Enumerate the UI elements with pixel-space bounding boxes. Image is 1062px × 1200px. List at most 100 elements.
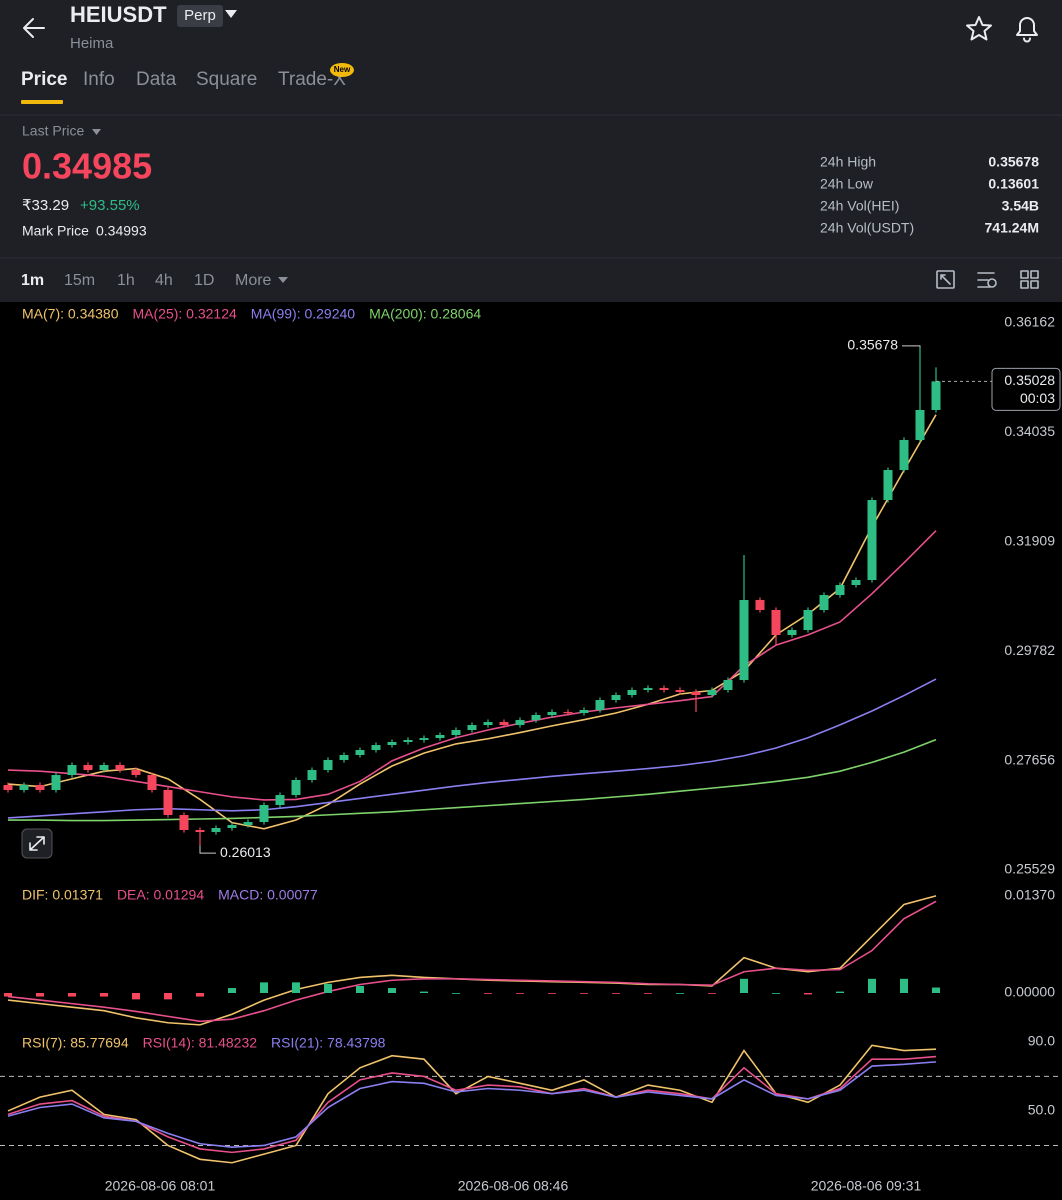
mark-price-label: Mark Price: [22, 223, 89, 239]
tab[interactable]: Data: [136, 69, 177, 90]
candle-body: [867, 500, 877, 581]
alert-button[interactable]: [1016, 17, 1038, 43]
macd-bar: [676, 993, 684, 994]
macd-bar: [164, 993, 172, 1000]
candle-body: [179, 814, 189, 831]
candle-body: [275, 795, 285, 806]
stat-label: 24h Low: [820, 176, 874, 192]
candle-body: [115, 764, 125, 771]
chart-bg: [0, 302, 1062, 1200]
legend-entry: MA(99): 0.29240: [251, 306, 355, 322]
candle-body: [163, 789, 173, 815]
stat-label: 24h Vol(HEI): [820, 198, 899, 214]
interval[interactable]: More: [235, 272, 272, 289]
candle-body: [691, 691, 701, 696]
tab[interactable]: Price: [21, 69, 67, 90]
candle-body: [531, 714, 541, 721]
interval[interactable]: 1D: [194, 272, 214, 289]
candle-body: [787, 630, 797, 635]
favorite-button[interactable]: [966, 16, 992, 41]
legend-entry: MA(200): 0.28064: [369, 306, 481, 322]
candle-body: [451, 730, 461, 735]
candle-body: [243, 822, 253, 826]
candle-body: [259, 805, 269, 823]
candle-body: [915, 409, 925, 440]
legend-entry: MA(25): 0.32124: [133, 306, 237, 322]
candle-body: [355, 750, 365, 756]
candle-body: [579, 709, 589, 714]
candle-body: [83, 764, 93, 771]
interval[interactable]: 15m: [64, 272, 95, 289]
candle-body: [387, 741, 397, 746]
tab[interactable]: Square: [196, 69, 257, 90]
candle-body: [339, 755, 349, 760]
badge: Perp: [184, 7, 216, 24]
new-badge-bg: [330, 63, 354, 77]
high-marker: [902, 345, 921, 348]
y-tick-label: 0.34035: [1004, 423, 1055, 439]
candle-body: [835, 584, 845, 596]
tool-icons[interactable]: [936, 270, 1039, 289]
candle-body: [147, 775, 157, 790]
back-button[interactable]: [23, 18, 45, 38]
macd-bar: [356, 985, 364, 994]
candle-body: [35, 784, 45, 790]
macd-bar: [36, 993, 44, 997]
candle-body: [323, 759, 333, 771]
last-price-dropdown[interactable]: [92, 129, 101, 135]
macd-bar: [740, 978, 748, 994]
candle-body: [499, 722, 509, 726]
stat-label: 24h High: [820, 154, 876, 170]
tab[interactable]: Trade-X: [278, 69, 346, 90]
candle-body: [627, 689, 637, 696]
macd-bar: [900, 978, 908, 994]
low-label: 0.26013: [220, 844, 271, 860]
macd-bar: [420, 991, 428, 994]
macd-bar: [932, 987, 940, 994]
macd-bar: [260, 982, 268, 994]
candle-body: [771, 609, 781, 635]
macd-bar: [484, 993, 492, 994]
macd-bar: [548, 993, 556, 994]
x-tick-label: 2026-08-06 09:31: [811, 1178, 922, 1194]
last-price: 0.34985: [22, 146, 152, 187]
interval[interactable]: 1m: [21, 272, 44, 289]
macd-bar: [868, 978, 876, 994]
candle-body: [707, 689, 717, 696]
candle-body: [643, 688, 653, 690]
last-price-label: Last Price: [22, 123, 84, 139]
candle-body: [307, 770, 317, 781]
candle-body: [547, 712, 557, 715]
indicator-line: [7, 900, 937, 1023]
candle-body: [851, 580, 861, 585]
indicator-line: [7, 1061, 937, 1149]
candle-body: [723, 680, 733, 690]
more-dropdown[interactable]: [278, 277, 288, 283]
tab[interactable]: Info: [83, 69, 115, 90]
last-price-tag: [991, 367, 1061, 411]
macd-bar: [644, 993, 652, 994]
new-badge: New: [334, 65, 351, 74]
price-change: +93.55%: [80, 197, 140, 214]
y-tick-label: 0.01370: [1004, 887, 1055, 903]
tab-bar: Price Info Data Square Trade-X: [21, 69, 346, 90]
candle-body: [467, 725, 477, 731]
candle-body: [291, 780, 301, 796]
macd-bar: [804, 993, 812, 995]
interval[interactable]: 4h: [155, 272, 173, 289]
candle-body: [51, 775, 61, 790]
macd-bar: [196, 993, 204, 997]
y-tick-label: 0.31909: [1004, 532, 1055, 548]
macd-bar: [228, 988, 236, 994]
macd-bar: [452, 993, 460, 994]
candle-body: [371, 745, 381, 751]
macd-bar: [68, 993, 76, 997]
candle-body: [515, 720, 525, 726]
interval[interactable]: 1h: [117, 272, 135, 289]
symbol: HEIUSDT: [70, 2, 167, 27]
stats: 24h High 0.35678 24h Low 0.13601 24h Vol(HEI…: [820, 154, 1039, 236]
candle-body: [3, 784, 13, 790]
macd-bar: [708, 993, 716, 994]
symbol-dropdown[interactable]: [225, 10, 237, 18]
candle-body: [211, 828, 221, 833]
